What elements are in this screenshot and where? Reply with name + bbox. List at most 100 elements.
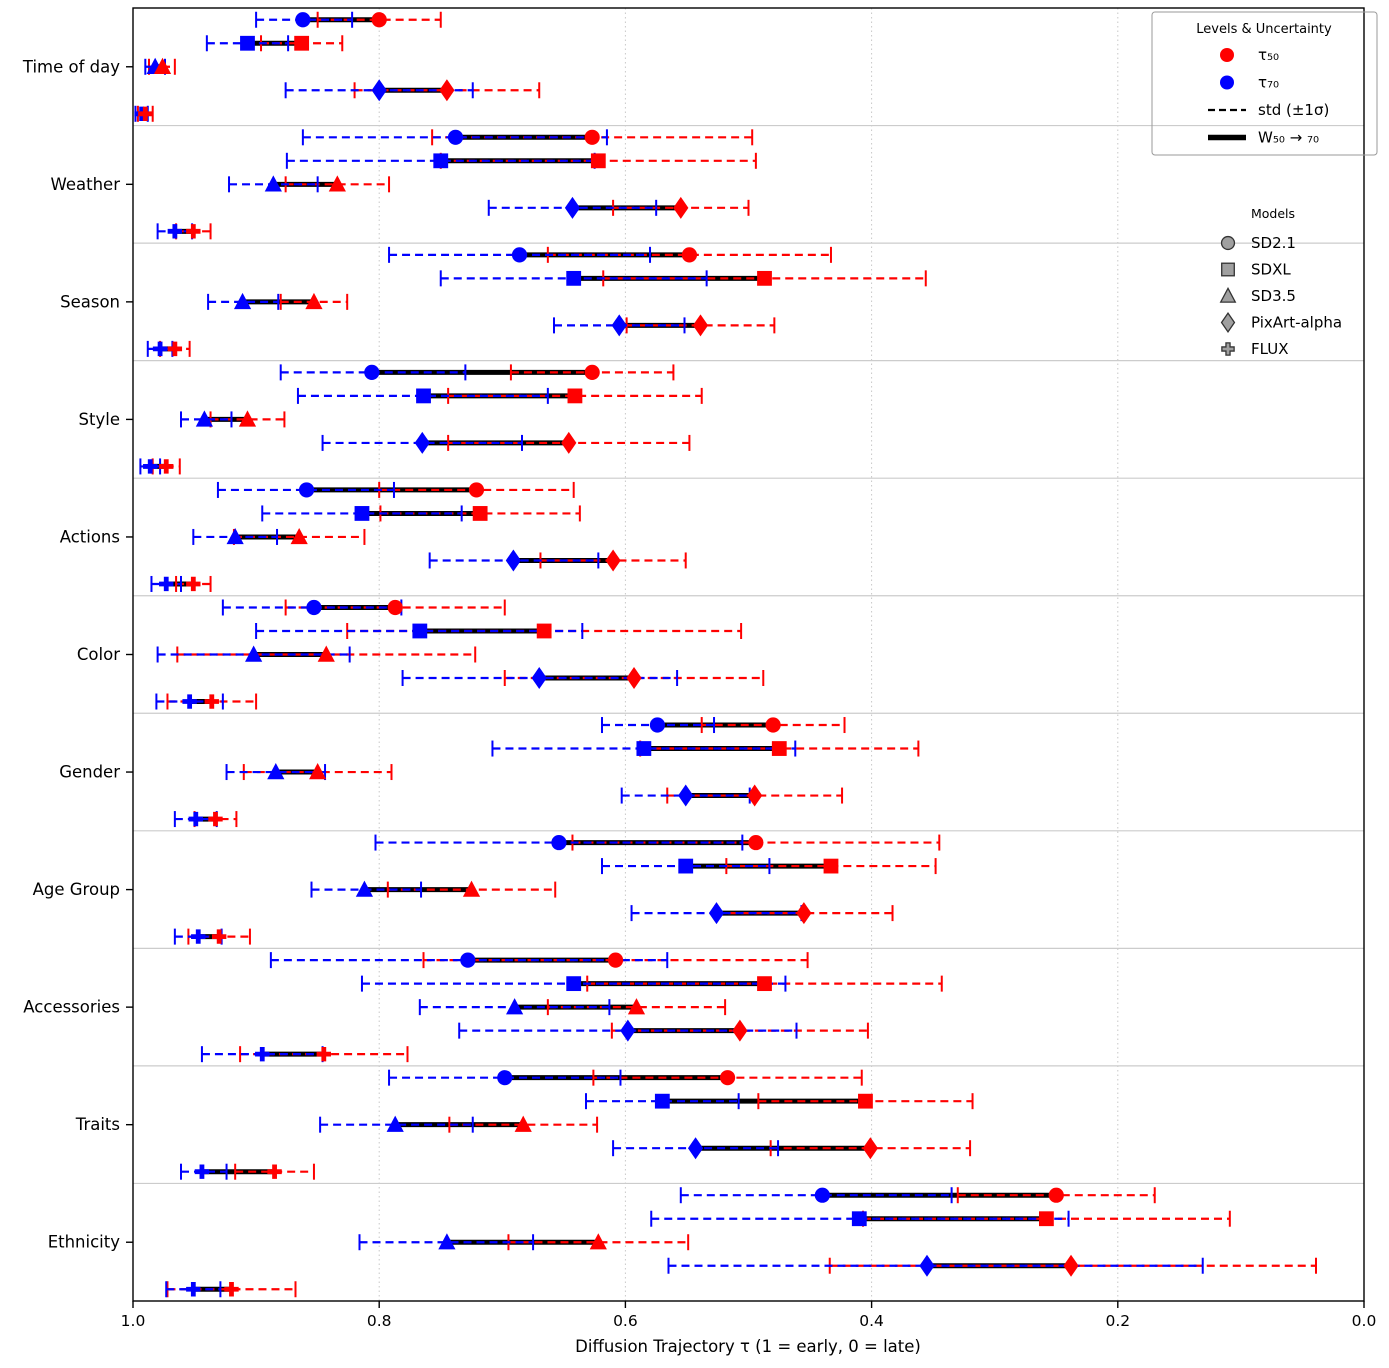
tau70-marker [386, 1115, 404, 1132]
series-weather-sd2.1 [301, 129, 754, 146]
tau50-marker [719, 1070, 736, 1086]
series-traits-flux [180, 1163, 315, 1180]
legend-marker-diamond [1220, 312, 1236, 333]
tau50-marker [673, 196, 689, 219]
tau70-marker [364, 364, 380, 380]
series-style-pixart-alpha [321, 431, 691, 454]
tau70-marker [460, 952, 476, 968]
tau70-marker [611, 314, 627, 337]
tau50-marker [514, 1115, 532, 1132]
series-traits-pixart-alpha [612, 1137, 972, 1160]
tau50-marker [796, 902, 812, 925]
tau70-marker [167, 224, 183, 239]
tau50-marker [607, 952, 624, 968]
series-age-group-sdxl [601, 858, 937, 875]
series-weather-flux [156, 223, 212, 240]
y-category-label: Season [60, 292, 120, 311]
x-tick-label: 0.0 [1352, 1312, 1377, 1330]
tau70-marker [511, 247, 528, 263]
tau50-marker [1039, 1211, 1054, 1227]
y-category-label: Ethnicity [48, 1233, 121, 1252]
category-separators [133, 124, 1364, 1185]
tau50-marker [186, 224, 201, 239]
series-accessories-sd3.5 [418, 998, 727, 1016]
tau50-marker [732, 1019, 748, 1042]
tau70-marker [654, 1093, 670, 1109]
series-time-of-day-flux [134, 105, 154, 122]
tau70-marker [636, 741, 652, 756]
series-season-sd3.5 [207, 292, 349, 310]
tau50-marker [211, 929, 227, 944]
y-category-label: Age Group [33, 880, 120, 899]
series-gender-sdxl [491, 740, 920, 757]
tau70-marker [298, 482, 315, 498]
series-ethnicity-sd2.1 [679, 1187, 1156, 1204]
series-time-of-day-pixart-alpha [284, 79, 541, 102]
series-gender-pixart-alpha [620, 784, 844, 807]
x-tick-label: 0.6 [613, 1312, 638, 1330]
legend-swatch-tau50 [1220, 48, 1234, 62]
series-style-flux [139, 458, 181, 475]
tau50-marker [316, 1046, 332, 1062]
tau70-marker [708, 902, 725, 925]
y-category-label: Weather [51, 175, 121, 194]
series-actions-flux [150, 575, 212, 592]
y-category-label: Accessories [23, 998, 120, 1017]
tau50-marker [561, 431, 577, 454]
tau70-marker [687, 1137, 704, 1160]
series-accessories-pixart-alpha [458, 1019, 869, 1042]
tau70-marker [564, 196, 581, 219]
legend-marker-circle [1220, 235, 1236, 251]
tau70-marker [551, 834, 567, 851]
tau50-marker [462, 880, 481, 897]
series-age-group-pixart-alpha [630, 902, 894, 925]
tau50-marker [309, 763, 327, 780]
y-axis: Time of day Weather Season Style Actions Colo… [22, 57, 133, 1252]
tau50-marker [305, 292, 323, 310]
series-season-pixart-alpha [553, 314, 776, 337]
x-tick-label: 0.2 [1105, 1312, 1130, 1330]
tau70-marker [433, 153, 449, 169]
tau50-marker [204, 694, 219, 709]
tau70-marker [354, 506, 370, 521]
series-time-of-day-sdxl [205, 35, 344, 52]
tau50-marker [159, 459, 174, 474]
tau50-marker [224, 1282, 239, 1297]
tau50-marker [267, 1164, 282, 1179]
data-series [134, 11, 1317, 1298]
series-ethnicity-sdxl [650, 1210, 1231, 1227]
legend-models-item-label: SDXL [1251, 261, 1291, 279]
tau50-marker [692, 314, 709, 337]
legend-levels-item-label: W₅₀ → ₇₀ [1258, 129, 1319, 147]
tau50-marker [208, 811, 223, 827]
tau50-marker [681, 247, 698, 263]
tau50-marker [590, 153, 606, 169]
tau70-marker [194, 1164, 210, 1179]
tau70-marker [191, 929, 206, 944]
tau50-marker [186, 576, 201, 592]
tau70-marker [505, 549, 521, 572]
tau50-marker [317, 645, 335, 662]
tau50-marker [371, 12, 387, 28]
tau70-marker [506, 998, 524, 1015]
tau70-marker [620, 1019, 636, 1042]
series-accessories-sdxl [360, 975, 943, 992]
tau70-marker [306, 599, 322, 616]
tau50-marker [290, 527, 308, 545]
legend-models: Models SD2.1 SDXL SD3.5 PixArt-alpha FLUX [1219, 206, 1342, 358]
legend-models-item-label: SD3.5 [1251, 287, 1296, 305]
tau50-marker [862, 1137, 878, 1160]
series-traits-sd2.1 [388, 1069, 863, 1086]
legend-levels-title: Levels & Uncertainty [1196, 22, 1332, 37]
series-gender-sd3.5 [225, 763, 393, 781]
tau50-marker [294, 35, 310, 51]
series-age-group-sd2.1 [374, 834, 941, 851]
tau50-marker [757, 270, 772, 286]
series-style-sd3.5 [180, 410, 286, 428]
tau70-marker [240, 35, 255, 51]
series-ethnicity-flux [165, 1281, 297, 1298]
series-style-sdxl [296, 387, 703, 404]
series-color-flux [155, 693, 258, 710]
